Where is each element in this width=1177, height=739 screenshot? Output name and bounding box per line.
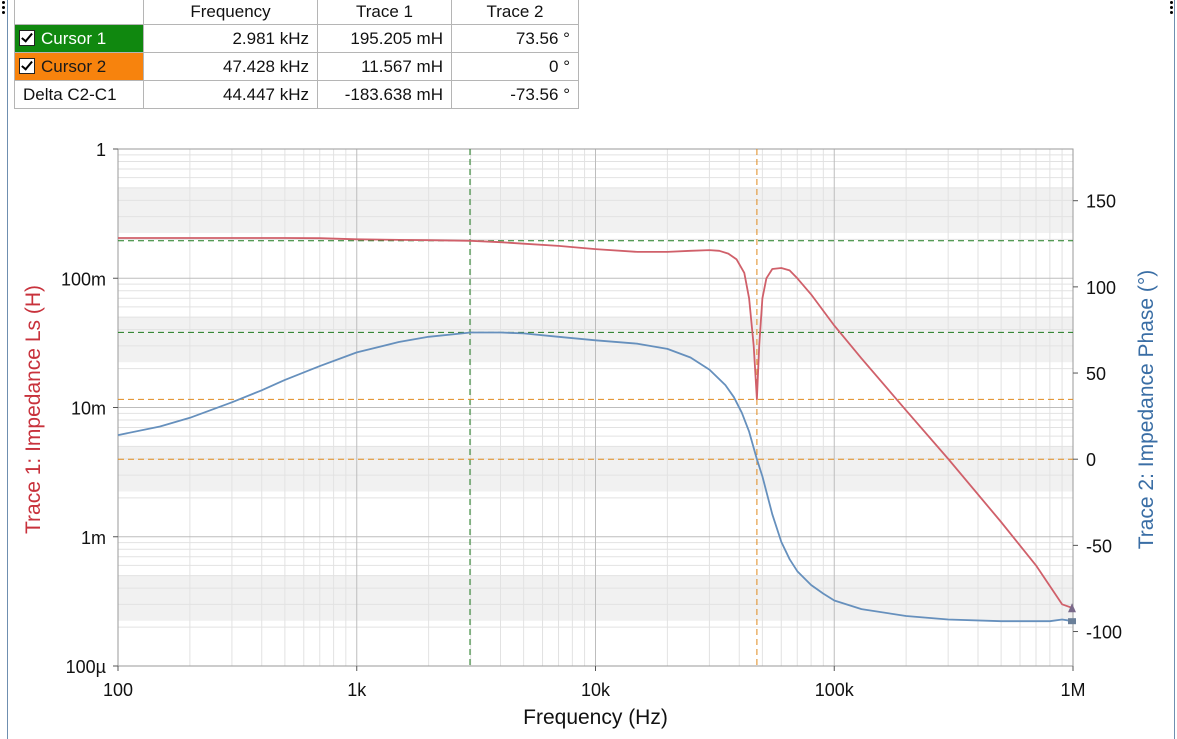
delta-frequency: 44.447 kHz [143, 80, 318, 109]
cursor-2-frequency: 47.428 kHz [143, 52, 318, 81]
delta-trace2: -73.56 ° [451, 80, 579, 109]
cursor-1-checkbox[interactable] [19, 29, 35, 46]
cursor-row-1[interactable]: Cursor 1 2.981 kHz 195.205 mH 73.56 ° [14, 24, 579, 53]
y-right-tick-label: -100 [1086, 623, 1122, 643]
cursor-1-label-cell[interactable]: Cursor 1 [14, 24, 144, 53]
cursor-table: Frequency Trace 1 Trace 2 Cursor 1 2.981… [14, 0, 579, 109]
y-right-axis-title: Trace 2: Impedance Phase (°) [1135, 270, 1158, 550]
y-left-tick-label: 100µ [66, 657, 106, 677]
x-tick-label: 10k [581, 680, 611, 700]
cursor-1-trace2: 73.56 ° [451, 24, 579, 53]
delta-trace1: -183.638 mH [317, 80, 452, 109]
header-frequency: Frequency [143, 0, 318, 25]
left-splitter-handle-icon[interactable] [0, 0, 6, 16]
x-axis-title: Frequency (Hz) [523, 706, 668, 729]
y-right-tick-label: 100 [1086, 278, 1116, 298]
trace-1-end-marker [1068, 603, 1076, 613]
cursor-1-trace1: 195.205 mH [317, 24, 452, 53]
x-tick-label: 100 [103, 680, 133, 700]
series-trace-1-line [118, 237, 1074, 610]
cursor-2-label-cell[interactable]: Cursor 2 [14, 52, 144, 81]
y-left-tick-label: 100m [61, 269, 106, 289]
cursor-1-name: Cursor 1 [41, 28, 107, 48]
x-tick-label: 1k [347, 680, 367, 700]
cursor-1-frequency: 2.981 kHz [143, 24, 318, 53]
cursor-2-trace2: 0 ° [451, 52, 579, 81]
y-right-tick-label: 150 [1086, 192, 1116, 212]
cursor-2-checkbox[interactable] [19, 57, 35, 74]
y-right-tick-label: 0 [1086, 450, 1096, 470]
trace-2-end-marker [1068, 618, 1076, 625]
series-trace-2-line [117, 331, 1074, 623]
y-left-tick-label: 1 [96, 140, 106, 160]
cursor-row-2[interactable]: Cursor 2 47.428 kHz 11.567 mH 0 ° [14, 52, 579, 81]
x-tick-label: 1M [1060, 680, 1085, 700]
cursor-2-name: Cursor 2 [41, 56, 107, 76]
cursor-table-header: Frequency Trace 1 Trace 2 [14, 0, 579, 25]
right-panel-border [1174, 0, 1175, 739]
x-tick-label: 100k [815, 680, 855, 700]
right-splitter-handle-icon[interactable] [1168, 0, 1174, 16]
y-left-axis-title: Trace 1: Impedance Ls (H) [22, 285, 45, 534]
y-left-tick-label: 10m [71, 399, 106, 419]
header-trace2: Trace 2 [451, 0, 579, 25]
y-left-tick-label: 1m [81, 528, 106, 548]
delta-row: Delta C2-C1 44.447 kHz -183.638 mH -73.5… [14, 80, 579, 109]
y-right-tick-label: -50 [1086, 536, 1112, 556]
y-right-tick-label: 50 [1086, 364, 1106, 384]
left-panel-border [7, 0, 8, 739]
